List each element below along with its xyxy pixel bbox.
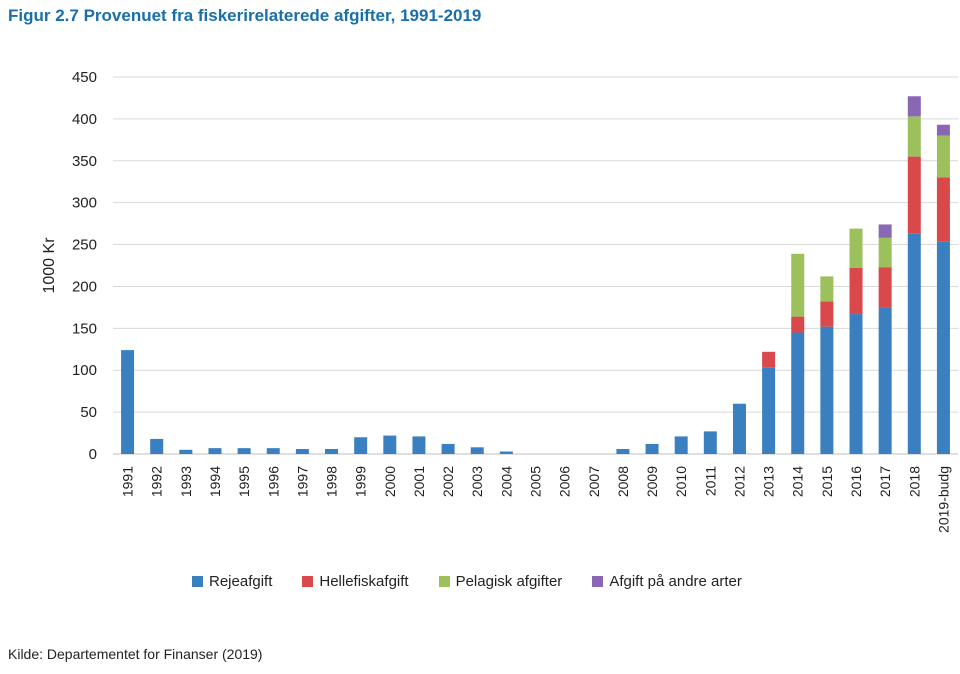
- bar-segment: [878, 237, 892, 268]
- x-tick-label: 2015: [819, 466, 835, 497]
- bar-segment: [762, 351, 776, 368]
- bar-segment: [732, 403, 746, 454]
- x-tick-label: 1997: [294, 466, 310, 497]
- bar-segment: [936, 177, 950, 242]
- legend-item: Afgift på andre arter: [592, 573, 742, 590]
- figure-title: Figur 2.7 Provenuet fra fiskerirelatered…: [8, 6, 482, 25]
- chart-legend: Rejeafgift Hellefiskafgift Pelagisk afgift…: [192, 573, 742, 590]
- legend-swatch: [302, 576, 314, 587]
- legend-label: Hellefiskafgift: [319, 573, 409, 590]
- x-tick-label: 1995: [236, 466, 252, 497]
- y-tick-label: 450: [72, 69, 97, 86]
- x-tick-label: 1994: [207, 466, 223, 497]
- y-tick-label: 200: [72, 278, 97, 295]
- bar-segment: [412, 436, 426, 454]
- bar-segment: [121, 350, 135, 454]
- legend-item: Pelagisk afgifter: [438, 573, 563, 590]
- x-tick-label: 2008: [615, 466, 631, 497]
- x-tick-label: 2001: [411, 466, 427, 497]
- x-tick-label: 2018: [906, 466, 922, 497]
- x-tick-label: 2006: [557, 466, 573, 497]
- bar-segment: [791, 253, 805, 317]
- bar-segment: [179, 449, 193, 454]
- y-tick-label: 400: [72, 111, 97, 128]
- bar-segment: [907, 156, 921, 234]
- bar-segment: [645, 443, 659, 454]
- bar-segment: [907, 96, 921, 117]
- x-tick-label: 2010: [673, 466, 689, 497]
- bar-segment: [791, 316, 805, 333]
- x-tick-label: 2003: [469, 466, 485, 497]
- y-tick-label: 0: [89, 446, 97, 463]
- legend-swatch: [438, 576, 450, 587]
- bar-segment: [470, 447, 484, 454]
- x-tick-label: 1991: [120, 466, 136, 497]
- bar-segment: [936, 135, 950, 178]
- x-tick-label: 2017: [877, 466, 893, 497]
- bar-segment: [441, 443, 455, 454]
- x-tick-label: 2002: [440, 466, 456, 497]
- bar-segment: [936, 241, 950, 454]
- y-tick-label: 300: [72, 195, 97, 212]
- y-tick-label: 250: [72, 237, 97, 254]
- x-tick-label: 2019-budg: [935, 466, 951, 533]
- x-tick-label: 2009: [644, 466, 660, 497]
- bar-segment: [703, 431, 717, 454]
- bar-segment: [354, 437, 368, 454]
- bar-segment: [674, 436, 688, 454]
- source-note: Kilde: Departementet for Finanser (2019): [8, 646, 263, 662]
- x-tick-label: 2014: [790, 466, 806, 497]
- bar-segment: [849, 314, 863, 454]
- bar-segment: [616, 448, 630, 454]
- bar-segment: [907, 233, 921, 454]
- x-tick-label: 2004: [498, 466, 514, 497]
- bar-segment: [295, 448, 309, 454]
- bar-segment: [849, 228, 863, 269]
- legend-label: Afgift på andre arter: [609, 573, 742, 590]
- x-tick-label: 2007: [586, 466, 602, 497]
- y-tick-label: 100: [72, 362, 97, 379]
- x-tick-label: 2005: [528, 466, 544, 497]
- x-tick-label: 2016: [848, 466, 864, 497]
- y-axis-label: 1000 Kr: [41, 237, 58, 294]
- legend-item: Hellefiskafgift: [302, 573, 409, 590]
- bar-segment: [237, 448, 251, 454]
- bar-segment: [762, 367, 776, 454]
- bar-segment: [820, 276, 834, 302]
- bar-segment: [878, 307, 892, 454]
- bar-segment: [150, 438, 164, 454]
- bar-segment: [878, 267, 892, 308]
- bar-segment: [849, 268, 863, 315]
- bar-segment: [499, 451, 513, 454]
- bar-segment: [383, 435, 397, 454]
- bar-segment: [820, 326, 834, 454]
- x-tick-label: 1996: [265, 466, 281, 497]
- bar-segment: [791, 332, 805, 454]
- bar-segment: [936, 124, 950, 136]
- legend-item: Rejeafgift: [192, 573, 272, 590]
- bar-segment: [208, 448, 222, 454]
- bar-segment: [266, 448, 280, 454]
- bar-segment: [878, 224, 892, 238]
- x-tick-label: 1992: [149, 466, 165, 497]
- legend-label: Pelagisk afgifter: [455, 573, 563, 590]
- legend-swatch: [192, 576, 203, 587]
- x-tick-label: 2012: [731, 466, 747, 497]
- y-tick-label: 350: [72, 153, 97, 170]
- legend-swatch: [592, 576, 604, 587]
- x-tick-label: 2011: [702, 466, 718, 496]
- y-tick-label: 50: [80, 404, 97, 421]
- legend-label: Rejeafgift: [209, 573, 273, 590]
- x-tick-label: 1998: [324, 466, 340, 497]
- bar-segment: [820, 301, 834, 327]
- x-tick-label: 2013: [761, 466, 777, 497]
- y-tick-label: 150: [72, 320, 97, 337]
- x-tick-label: 2000: [382, 466, 398, 497]
- bar-segment: [325, 448, 339, 454]
- x-tick-label: 1999: [353, 466, 369, 497]
- x-tick-label: 1993: [178, 466, 194, 497]
- bar-segment: [907, 116, 921, 157]
